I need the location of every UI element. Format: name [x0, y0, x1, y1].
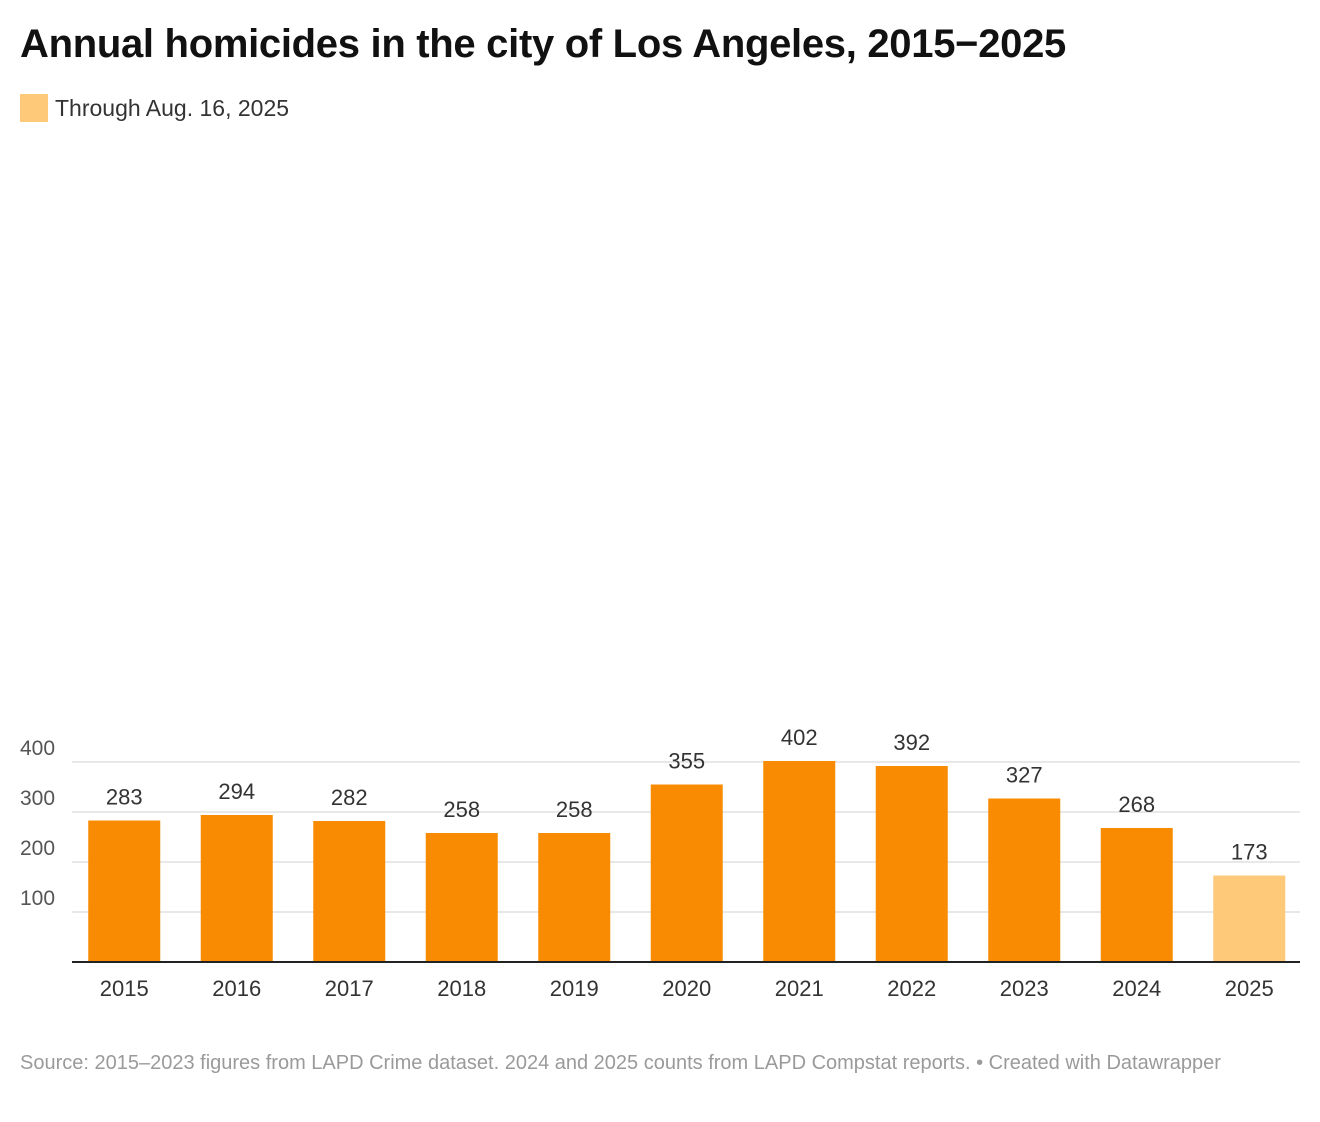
- bar-value-label: 282: [331, 785, 368, 810]
- bar-value-label: 392: [893, 730, 930, 755]
- y-tick-label: 100: [20, 887, 55, 910]
- bar: [538, 833, 611, 962]
- bar: [425, 833, 498, 962]
- x-tick-label: 2020: [662, 976, 711, 1001]
- bar-value-label: 355: [668, 749, 705, 774]
- y-tick-label: 400: [20, 737, 55, 760]
- chart-title: Annual homicides in the city of Los Ange…: [20, 22, 1066, 66]
- bar: [650, 784, 723, 962]
- legend-label: Through Aug. 16, 2025: [55, 94, 290, 121]
- bar: [313, 821, 386, 962]
- x-tick-label: 2019: [550, 976, 599, 1001]
- x-tick-label: 2023: [1000, 976, 1049, 1001]
- bar-value-label: 268: [1118, 792, 1155, 817]
- x-tick-label: 2024: [1112, 976, 1161, 1001]
- bar: [763, 761, 836, 962]
- bar-value-label: 173: [1231, 840, 1268, 865]
- bar-value-label: 258: [556, 797, 593, 822]
- bar: [200, 815, 273, 962]
- x-tick-label: 2016: [212, 976, 261, 1001]
- bar-value-label: 402: [781, 725, 818, 750]
- x-tick-label: 2022: [887, 976, 936, 1001]
- x-tick-label: 2017: [325, 976, 374, 1001]
- legend: Through Aug. 16, 2025: [20, 94, 289, 122]
- y-tick-label: 200: [20, 837, 55, 860]
- bar: [875, 766, 948, 962]
- bar-chart: 100 200 300 400 283 2015 294 2016 282 2017 258 2018…: [20, 725, 1300, 1001]
- x-tick-label: 2015: [100, 976, 149, 1001]
- bar-value-label: 283: [106, 785, 143, 810]
- x-tick-label: 2025: [1225, 976, 1274, 1001]
- bar: [1100, 828, 1173, 962]
- bar-value-label: 327: [1006, 763, 1043, 788]
- source-note: Source: 2015–2023 figures from LAPD Crim…: [20, 1052, 1221, 1074]
- x-tick-label: 2018: [437, 976, 486, 1001]
- y-tick-label: 300: [20, 787, 55, 810]
- bar: [988, 798, 1061, 962]
- x-tick-label: 2021: [775, 976, 824, 1001]
- legend-swatch: [20, 94, 48, 122]
- bar: [1213, 875, 1286, 962]
- bar: [88, 820, 161, 962]
- bar-value-label: 258: [443, 797, 480, 822]
- bar-value-label: 294: [218, 779, 255, 804]
